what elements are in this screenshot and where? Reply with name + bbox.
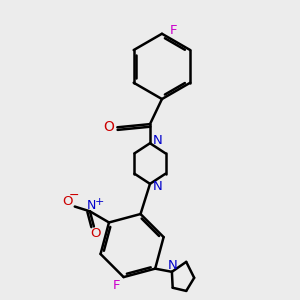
Text: O: O — [91, 227, 101, 240]
Text: F: F — [169, 24, 177, 37]
Text: N: N — [86, 199, 96, 212]
Text: +: + — [94, 197, 104, 207]
Text: N: N — [153, 134, 162, 146]
Text: F: F — [113, 279, 120, 292]
Text: O: O — [103, 119, 114, 134]
Text: O: O — [62, 195, 73, 208]
Text: N: N — [153, 180, 162, 193]
Text: N: N — [168, 259, 178, 272]
Text: −: − — [68, 189, 79, 202]
